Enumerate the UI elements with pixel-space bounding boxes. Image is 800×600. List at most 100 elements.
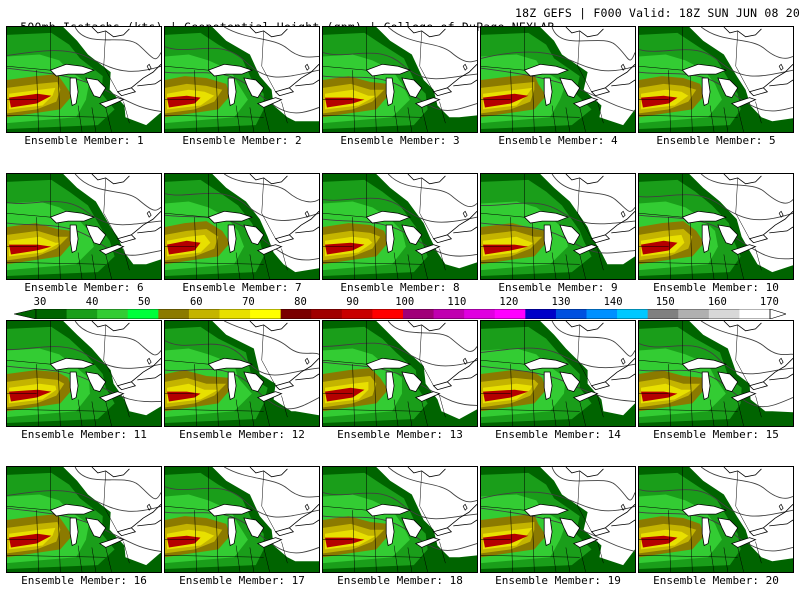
lake-superior-outline [681, 210, 728, 224]
ensemble-member-map [6, 320, 162, 427]
geopotential-height-contour [224, 321, 319, 355]
ensemble-member-map [322, 26, 478, 133]
st-lawrence-coast [763, 211, 793, 236]
colorbar-tick-label: 130 [551, 296, 571, 308]
geopotential-height-contour [551, 321, 635, 357]
lake-michigan-outline [385, 517, 395, 547]
hudson-bay-coast [723, 467, 762, 478]
geopotential-height-contour [551, 27, 635, 61]
state-borders [323, 213, 446, 279]
geopotential-height-contour [165, 192, 319, 221]
isotach-shading-80kt [640, 391, 678, 402]
colorbar-tick-label: 120 [499, 296, 519, 308]
lake-erie-outline [572, 97, 599, 108]
geopotential-height-contour [639, 49, 793, 77]
lake-huron-outline [401, 371, 423, 393]
st-lawrence-coast [763, 358, 793, 383]
colorbar-tick-label: 140 [603, 296, 623, 308]
colorbar-segment [66, 309, 98, 319]
island-outline [462, 63, 468, 71]
lake-michigan-outline [69, 224, 79, 254]
isotach-shading-80kt [8, 93, 52, 108]
map-svg [7, 321, 161, 426]
lake-huron-outline [243, 517, 265, 539]
state-borders [481, 213, 604, 279]
lake-huron-outline [717, 224, 739, 246]
lake-ontario-outline [748, 381, 769, 391]
colorbar-tick-label: 40 [85, 296, 99, 308]
ensemble-member-map [322, 320, 478, 427]
lake-michigan-outline [701, 517, 711, 547]
lake-superior-outline [523, 63, 570, 77]
colorbar-segment [219, 309, 251, 319]
geopotential-height-contour [224, 27, 319, 58]
st-lawrence-coast [447, 504, 477, 529]
lake-erie-outline [730, 97, 757, 108]
lake-ontario-outline [590, 527, 611, 537]
state-borders [7, 213, 130, 279]
hudson-bay-coast [249, 174, 288, 185]
lake-erie-outline [256, 97, 283, 108]
lake-michigan-outline [701, 371, 711, 401]
province-border [682, 27, 750, 92]
province-border [524, 321, 592, 386]
colorbar-segment [188, 309, 220, 319]
geopotential-height-contour [323, 52, 477, 80]
ensemble-member-label: Ensemble Member: 3 [340, 134, 460, 147]
colorbar-segment [97, 309, 129, 319]
island-outline [304, 357, 310, 365]
st-lawrence-coast [447, 64, 477, 89]
hudson-bay-coast [723, 174, 762, 185]
lake-michigan-outline [227, 77, 237, 107]
lake-erie-outline [98, 97, 125, 108]
island-outline [620, 210, 626, 218]
ensemble-member-label: Ensemble Member: 17 [179, 574, 305, 587]
lake-ontario-outline [590, 234, 611, 244]
geopotential-height-contour [481, 202, 635, 225]
island-outline [778, 503, 784, 511]
geopotential-height-contour [165, 46, 319, 78]
colorbar-tick-label: 60 [189, 296, 203, 308]
province-border [366, 27, 434, 92]
lake-huron-outline [85, 224, 107, 246]
ensemble-member-label: Ensemble Member: 19 [495, 574, 621, 587]
ensemble-member-map [638, 466, 794, 573]
st-lawrence-coast [289, 358, 319, 383]
lake-ontario-outline [748, 87, 769, 97]
state-borders [639, 506, 762, 572]
hudson-bay-coast [407, 27, 446, 38]
colorbar-arrow-right [769, 309, 786, 319]
lake-ontario-outline [274, 527, 295, 537]
lake-huron-outline [559, 371, 581, 393]
lake-michigan-outline [543, 77, 553, 107]
lake-superior-outline [681, 503, 728, 517]
geopotential-height-contour [7, 201, 161, 226]
lake-michigan-outline [385, 77, 395, 107]
st-lawrence-coast [447, 211, 477, 236]
ensemble-member-map [480, 26, 636, 133]
colorbar-tick-label: 110 [447, 296, 467, 308]
colorbar-tick-label: 100 [395, 296, 415, 308]
lake-erie-outline [256, 244, 283, 255]
isotach-shading-80kt [324, 387, 365, 402]
colorbar-segment [127, 309, 159, 319]
ensemble-member-label: Ensemble Member: 9 [498, 281, 618, 294]
lake-michigan-outline [227, 224, 237, 254]
lake-huron-outline [243, 77, 265, 99]
geopotential-height-contour [224, 467, 319, 498]
lake-ontario-outline [590, 381, 611, 391]
colorbar-segment [280, 309, 312, 319]
st-lawrence-coast [131, 358, 161, 383]
colorbar-segment [464, 309, 496, 319]
island-outline [304, 503, 310, 511]
lake-huron-outline [85, 77, 107, 99]
lake-ontario-outline [432, 87, 453, 97]
hudson-bay-coast [565, 27, 604, 38]
colorbar-tick-label: 160 [707, 296, 727, 308]
state-borders [639, 213, 762, 279]
lake-erie-outline [414, 391, 441, 402]
lake-superior-outline [365, 210, 412, 224]
lake-erie-outline [572, 537, 599, 548]
colorbar-segment [617, 309, 649, 319]
ensemble-member-map [6, 173, 162, 280]
